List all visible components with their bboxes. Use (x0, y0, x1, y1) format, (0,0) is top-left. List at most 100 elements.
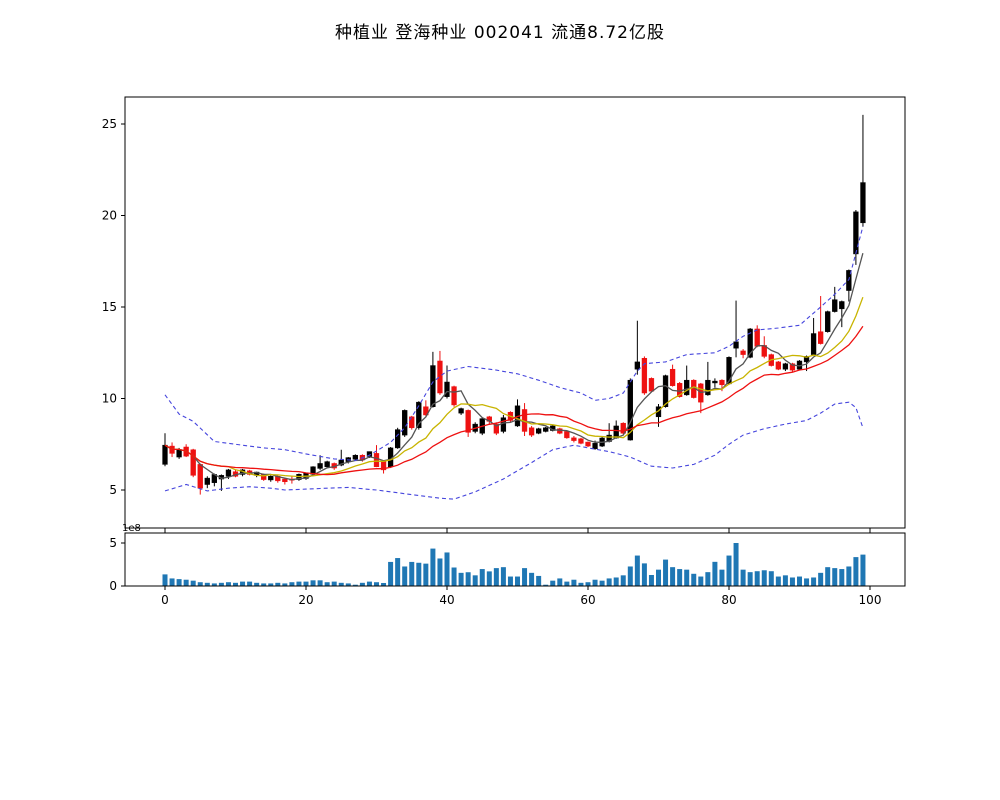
candle-body (543, 427, 549, 432)
volume-bar (183, 579, 189, 586)
volume-offset-label: 1e8 (122, 523, 141, 534)
candle-body (832, 299, 838, 312)
candle-body (458, 408, 464, 414)
volume-bar (634, 555, 640, 586)
volume-bar (240, 581, 246, 586)
volume-axes-frame (124, 532, 906, 587)
candle-body (825, 311, 831, 332)
volume-bar (775, 576, 781, 586)
volume-bar (338, 582, 344, 586)
candle-body (775, 361, 782, 370)
candle-body (684, 379, 690, 396)
candle-body (176, 449, 182, 458)
volume-bar (543, 584, 549, 586)
volume-bar (430, 548, 436, 586)
price-axes-frame (124, 96, 906, 529)
volume-bar (190, 580, 196, 586)
price-tick-label: 5 (109, 483, 117, 497)
volume-bar (599, 580, 605, 586)
volume-bar (465, 572, 471, 586)
volume-bar (359, 582, 365, 586)
candle-body (571, 437, 577, 441)
candle-body (860, 182, 866, 224)
volume-bar (366, 581, 372, 586)
candle-body (627, 379, 633, 441)
x-tick-label: 40 (439, 593, 454, 607)
volume-bar (663, 559, 669, 586)
price-tick-label: 25 (102, 117, 117, 131)
volume-bar (162, 574, 168, 586)
volume-bar (176, 579, 182, 586)
candle-body (225, 469, 232, 477)
volume-bar (472, 575, 478, 586)
volume-tick-label: 5 (109, 536, 117, 550)
candle-body (162, 444, 168, 465)
volume-bar (536, 575, 542, 586)
volume-bar (761, 570, 767, 586)
x-tick-label: 0 (161, 593, 169, 607)
volume-bar (719, 569, 725, 586)
volume-bar (585, 582, 591, 586)
volume-bar (303, 581, 309, 586)
candle-body (465, 410, 471, 433)
volume-bar (423, 563, 429, 586)
volume-bar (656, 569, 661, 586)
volume-bar (444, 552, 450, 586)
x-tick-label: 60 (580, 593, 595, 607)
candle-body (578, 438, 584, 444)
volume-bar (797, 576, 802, 586)
volume-bar (627, 566, 633, 586)
volume-bar (726, 555, 732, 586)
volume-bar (296, 581, 302, 586)
bollinger-lower-band (164, 401, 864, 500)
volume-bar (571, 579, 577, 586)
volume-tick-label: 0 (109, 579, 117, 593)
candle-body (282, 478, 288, 483)
candle-body (190, 449, 196, 476)
candle-body (402, 410, 408, 436)
volume-bar (507, 576, 513, 586)
volume-bar (515, 576, 520, 586)
candle-body (423, 406, 429, 416)
volume-bar (261, 583, 267, 586)
candle-body (528, 427, 535, 436)
volume-bar (374, 582, 379, 586)
x-tick-label: 80 (721, 593, 736, 607)
volume-bar (782, 575, 788, 586)
candle-body (747, 328, 753, 358)
candle-body (437, 360, 443, 394)
price-tick-label: 20 (102, 209, 117, 223)
candle-body (352, 454, 359, 460)
candle-body (557, 428, 563, 434)
volume-bar (500, 567, 506, 586)
volume-bar (677, 569, 683, 586)
candle-body (395, 429, 401, 449)
volume-bar (451, 567, 457, 586)
volume-bar (578, 582, 584, 586)
volume-bar (247, 581, 253, 586)
volume-bar (233, 582, 238, 586)
candle-body (705, 379, 711, 396)
candle-body (818, 331, 824, 344)
volume-bar (218, 582, 224, 586)
volume-bar (331, 581, 337, 586)
candle-body (310, 466, 316, 475)
volume-bar (670, 567, 676, 586)
candle-body (268, 476, 274, 481)
volume-bar (345, 583, 351, 586)
volume-bar (740, 569, 746, 586)
candle-body (782, 363, 789, 370)
volume-bar (754, 571, 760, 586)
candle-body (634, 361, 641, 370)
volume-bar (324, 582, 330, 586)
volume-bar (620, 575, 626, 586)
volume-bar (479, 569, 485, 586)
volume-bar (282, 583, 288, 586)
candle-body (839, 301, 845, 310)
candle-body (648, 378, 655, 392)
volume-bar (641, 563, 647, 586)
candle-body (197, 464, 203, 489)
candle-body (373, 453, 380, 468)
